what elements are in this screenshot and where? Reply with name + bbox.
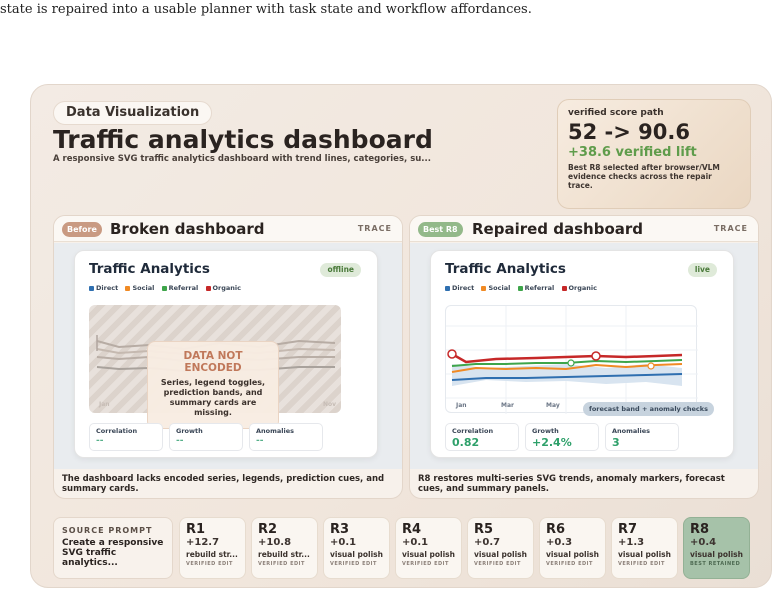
legend-referral[interactable]: Referral <box>517 284 554 292</box>
after-dashboard-title: Traffic Analytics <box>445 261 566 277</box>
round-card-r8[interactable]: R8 +0.4 visual polish BEST RETAINED <box>683 517 750 579</box>
round-card-r1[interactable]: R1 +12.7 rebuild str... VERIFIED EDIT <box>179 517 246 579</box>
before-panel: Before Broken dashboard TRACE Traffic An… <box>53 215 403 499</box>
legend-organic[interactable]: Organic <box>205 284 241 292</box>
round-card-r2[interactable]: R2 +10.8 rebuild str... VERIFIED EDIT <box>251 517 318 579</box>
round-card-r4[interactable]: R4 +0.1 visual polish VERIFIED EDIT <box>395 517 462 579</box>
anomaly-marker <box>447 349 457 359</box>
before-metric-correlation: Correlation -- <box>89 423 163 451</box>
after-metric-growth: Growth +2.4% <box>525 423 599 451</box>
series-referral <box>451 359 683 367</box>
legend-social[interactable]: Social <box>481 284 510 292</box>
after-dashboard: Traffic Analytics live Direct Social Ref… <box>430 250 734 458</box>
after-legend: Direct Social Referral Organic <box>445 284 602 292</box>
source-prompt-card: SOURCE PROMPT Create a responsive SVG tr… <box>53 517 173 579</box>
series-social <box>451 363 683 373</box>
case-study-card: Data Visualization Traffic analytics das… <box>30 84 772 588</box>
round-card-r5[interactable]: R5 +0.7 visual polish VERIFIED EDIT <box>467 517 534 579</box>
data-not-encoded-overlay: DATA NOT ENCODED Series, legend toggles,… <box>147 341 279 429</box>
anomaly-marker <box>647 362 655 370</box>
source-prompt-text: Create a responsive SVG traffic analytic… <box>62 538 164 568</box>
after-preview: Traffic Analytics live Direct Social Ref… <box>410 243 758 469</box>
before-tick-jan: Jan <box>99 401 110 408</box>
before-dashboard: Traffic Analytics offline Direct Social … <box>74 250 378 458</box>
score-lift: +38.6 verified lift <box>568 145 697 160</box>
overlay-title: DATA NOT ENCODED <box>183 350 243 374</box>
legend-social[interactable]: Social <box>125 284 154 292</box>
source-prompt-label: SOURCE PROMPT <box>62 526 153 535</box>
forecast-band-label: forecast band + anomaly checks <box>583 402 714 416</box>
anomaly-marker <box>567 359 575 367</box>
round-card-r7[interactable]: R7 +1.3 visual polish VERIFIED EDIT <box>611 517 678 579</box>
legend-organic[interactable]: Organic <box>561 284 597 292</box>
domain-chip: Data Visualization <box>53 101 213 125</box>
score-path: 52 -> 90.6 <box>568 120 690 144</box>
anomaly-marker <box>591 351 601 361</box>
after-trace-link[interactable]: TRACE <box>713 224 748 233</box>
after-panel-title: Repaired dashboard <box>472 220 644 238</box>
before-dashboard-title: Traffic Analytics <box>89 261 210 277</box>
before-metric-growth: Growth -- <box>169 423 243 451</box>
before-legend: Direct Social Referral Organic <box>89 284 246 292</box>
after-trend-chart <box>446 306 698 414</box>
before-tick-nov: Nov <box>323 401 337 408</box>
legend-direct[interactable]: Direct <box>89 284 118 292</box>
page-title: Traffic analytics dashboard <box>53 125 433 154</box>
after-panel-header: Best R8 Repaired dashboard TRACE <box>410 216 758 242</box>
after-metric-anomalies: Anomalies 3 <box>605 423 679 451</box>
before-panel-header: Before Broken dashboard TRACE <box>54 216 402 242</box>
series-organic <box>451 352 683 364</box>
page-subtitle: A responsive SVG traffic analytics dashb… <box>53 154 431 164</box>
series-direct <box>451 373 683 381</box>
after-tick-jan: Jan <box>456 402 467 409</box>
before-panel-title: Broken dashboard <box>110 220 265 238</box>
after-panel-footer: R8 restores multi-series SVG trends, ano… <box>418 474 725 494</box>
before-preview: Traffic Analytics offline Direct Social … <box>54 243 402 469</box>
repair-trace: SOURCE PROMPT Create a responsive SVG tr… <box>53 517 753 579</box>
score-note: Best R8 selected after browser/VLM evide… <box>568 163 720 190</box>
legend-direct[interactable]: Direct <box>445 284 474 292</box>
before-metric-anomalies: Anomalies -- <box>249 423 323 451</box>
after-tick-may: May <box>546 402 560 409</box>
after-status-badge: live <box>687 263 717 277</box>
round-card-r6[interactable]: R6 +0.3 visual polish VERIFIED EDIT <box>539 517 606 579</box>
before-status-badge: offline <box>320 263 361 277</box>
after-tick-mar: Mar <box>501 402 514 409</box>
after-metric-correlation: Correlation 0.82 <box>445 423 519 451</box>
after-pill: Best R8 <box>418 222 463 237</box>
after-chart-area: Jan Mar May <box>445 305 698 414</box>
score-label: verified score path <box>568 108 664 118</box>
after-panel: Best R8 Repaired dashboard TRACE Traffic… <box>409 215 759 499</box>
round-card-r3[interactable]: R3 +0.1 visual polish VERIFIED EDIT <box>323 517 390 579</box>
before-pill: Before <box>62 222 102 237</box>
before-trace-link[interactable]: TRACE <box>357 224 392 233</box>
caption-text: state is repaired into a usable planner … <box>0 2 532 17</box>
before-panel-footer: The dashboard lacks encoded series, lege… <box>62 474 385 494</box>
score-card: verified score path 52 -> 90.6 +38.6 ver… <box>557 99 751 209</box>
legend-referral[interactable]: Referral <box>161 284 198 292</box>
overlay-body: Series, legend toggles, prediction bands… <box>160 378 266 417</box>
